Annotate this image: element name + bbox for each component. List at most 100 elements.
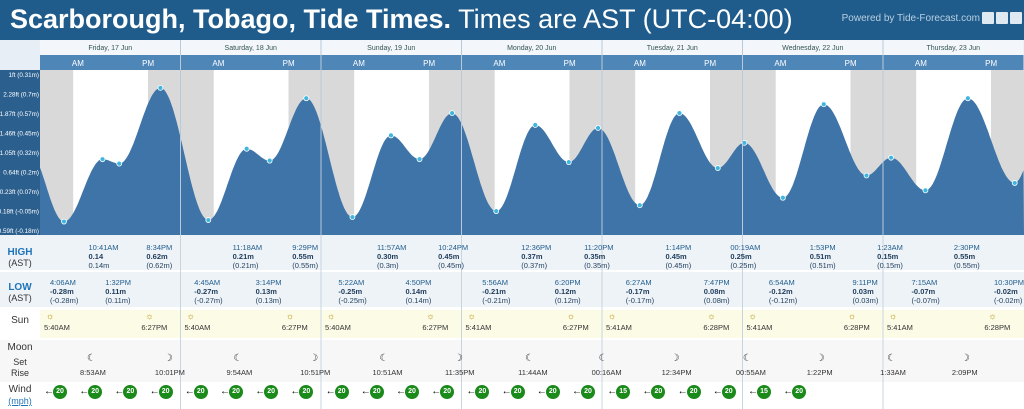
- ampm-bar: [321, 55, 462, 70]
- high-tide-entry: 9:29PM 0.55m (0.55m): [292, 243, 319, 270]
- sunset-icon: ☼: [988, 311, 997, 321]
- sunset-time: 6:27PM: [562, 323, 589, 332]
- tide-point: [349, 214, 356, 220]
- high-tide-entry: 00:19AM 0.25m (0.25m): [730, 243, 761, 270]
- header-bar: Scarborough, Tobago, Tide Times. Times a…: [0, 0, 1024, 40]
- wind-icon: ← 20: [150, 383, 184, 405]
- sunrise-icon: ☼: [889, 311, 898, 321]
- wind-label: Wind: [8, 384, 32, 395]
- high-tide-entry: 2:30PM 0.55m (0.55m): [953, 243, 980, 270]
- sunrise-time: 5:41AM: [606, 323, 632, 332]
- tide-point: [922, 187, 929, 194]
- moon-set-time: 10:51AM: [372, 368, 403, 377]
- moon-set-icon: ☾: [86, 353, 96, 364]
- moon-set-time: 11:44AM: [518, 368, 548, 377]
- wind-icon: ← 20: [783, 383, 817, 405]
- tide-point: [741, 139, 748, 146]
- moon-rise-icon: ☽: [309, 353, 319, 364]
- sunrise-icon: ☼: [186, 311, 195, 321]
- sunrise-time: 5:41AM: [746, 323, 773, 332]
- sunrise-icon: ☼: [327, 311, 336, 321]
- wind-icon: ← 20: [44, 383, 78, 405]
- low-tide-entry: 5:22AM -0.25m (-0.25m): [338, 278, 367, 305]
- moon-row: [0, 340, 1024, 382]
- wind-icon: ← 20: [713, 383, 747, 405]
- day-header: [461, 40, 602, 55]
- sunset-icon: ☼: [426, 311, 435, 321]
- high-tide-entry: 10:24PM 0.45m (0.45m): [438, 243, 469, 270]
- tide-point: [820, 101, 827, 108]
- tide-point: [964, 95, 971, 102]
- wind-unit-link[interactable]: (mph): [8, 396, 32, 406]
- y-axis-label: 1.87ft (0.57m): [0, 111, 39, 118]
- pm-label: PM: [283, 59, 295, 68]
- tide-point: [532, 122, 539, 128]
- sunrise-time: 5:40AM: [44, 323, 70, 332]
- high-tide-entry: 1:23AM 0.15m (0.15m): [877, 243, 903, 270]
- wind-icon: ← 20: [537, 383, 571, 405]
- day-label: Sunday, 19 Jun: [367, 45, 415, 52]
- ampm-bar: [742, 55, 883, 70]
- print-icon[interactable]: [996, 12, 1008, 24]
- wind-icon: ← 20: [185, 383, 219, 405]
- sunset-icon: ☼: [847, 311, 857, 321]
- am-label: AM: [72, 59, 84, 68]
- am-label: AM: [212, 59, 224, 68]
- moon-rise-time: 2:09PM: [951, 368, 978, 377]
- tide-point: [595, 125, 601, 131]
- sunrise-icon: ☼: [46, 311, 55, 321]
- y-axis-label: 1ft (0.31m): [9, 72, 39, 79]
- day-label: Tuesday, 21 Jun: [647, 45, 698, 52]
- low-tide-entry: 7:47PM 0.08m (0.08m): [703, 278, 730, 305]
- sunrise-time: 5:41AM: [465, 323, 492, 332]
- wind-icon: ← 20: [326, 383, 360, 405]
- tide-point: [205, 217, 212, 223]
- sunrise-time: 5:40AM: [325, 323, 351, 332]
- wind-icon: ← 20: [502, 383, 536, 405]
- tide-point: [636, 202, 643, 209]
- page-title: Scarborough, Tobago, Tide Times. Times a…: [10, 4, 793, 34]
- high-sub-label: (AST): [8, 258, 32, 268]
- high-tide-entry: 1:53PM 0.51m (0.51m): [809, 243, 836, 270]
- grid-icon[interactable]: [1010, 12, 1022, 24]
- moon-set-icon: ☾: [525, 353, 535, 364]
- pm-label: PM: [845, 59, 857, 68]
- tide-point: [99, 156, 106, 163]
- tide-point: [116, 160, 123, 167]
- moon-set-time: 1:33AM: [880, 368, 906, 377]
- powered-by-link[interactable]: Powered by Tide-Forecast.com: [841, 13, 980, 24]
- low-label: LOW: [8, 282, 32, 293]
- low-tide-entry: 1:32PM 0.11m (0.11m): [105, 278, 132, 305]
- y-axis-label: 1.05ft (0.32m): [0, 150, 39, 157]
- moon-rise-icon: ☽: [815, 353, 825, 364]
- sunset-time: 6:28PM: [984, 323, 1011, 332]
- ampm-bar: [602, 55, 743, 70]
- tide-point: [449, 110, 456, 117]
- am-label: AM: [353, 59, 365, 68]
- am-label: AM: [915, 59, 927, 68]
- tide-point: [779, 194, 786, 201]
- day-label: Friday, 17 Jun: [88, 45, 132, 52]
- sun-label: Sun: [11, 315, 29, 326]
- y-axis-label: 0.23ft (0.07m): [0, 189, 39, 196]
- phone-icon[interactable]: [982, 12, 994, 24]
- moon-rise-icon: ☽: [163, 353, 173, 364]
- low-tide-entry: 6:54AM -0.12m (-0.12m): [768, 278, 798, 305]
- high-tide-entry: 10:41AM 0.14 0.14m: [88, 243, 119, 270]
- wind-icon: ← 20: [466, 383, 500, 405]
- sunset-time: 6:27PM: [422, 323, 449, 332]
- moon-rise-time: 12:34PM: [661, 368, 692, 377]
- wind-icon: ← 20: [255, 383, 289, 405]
- low-tide-entry: 4:45AM -0.27m (-0.27m): [194, 278, 223, 305]
- wind-icon: ← 15: [607, 383, 641, 405]
- moon-rise-time: 1:22PM: [806, 368, 833, 377]
- y-axis-label: -0.59ft (-0.18m): [0, 228, 39, 235]
- high-tide-entry: 12:36PM 0.37m (0.37m): [521, 243, 552, 270]
- tide-point: [388, 132, 394, 139]
- wind-icon: ← 15: [748, 383, 782, 405]
- wind-icon: ← 20: [431, 383, 465, 405]
- tide-point: [243, 145, 250, 152]
- tide-point: [303, 95, 310, 102]
- sunrise-icon: ☼: [608, 311, 617, 321]
- day-header: [602, 40, 743, 55]
